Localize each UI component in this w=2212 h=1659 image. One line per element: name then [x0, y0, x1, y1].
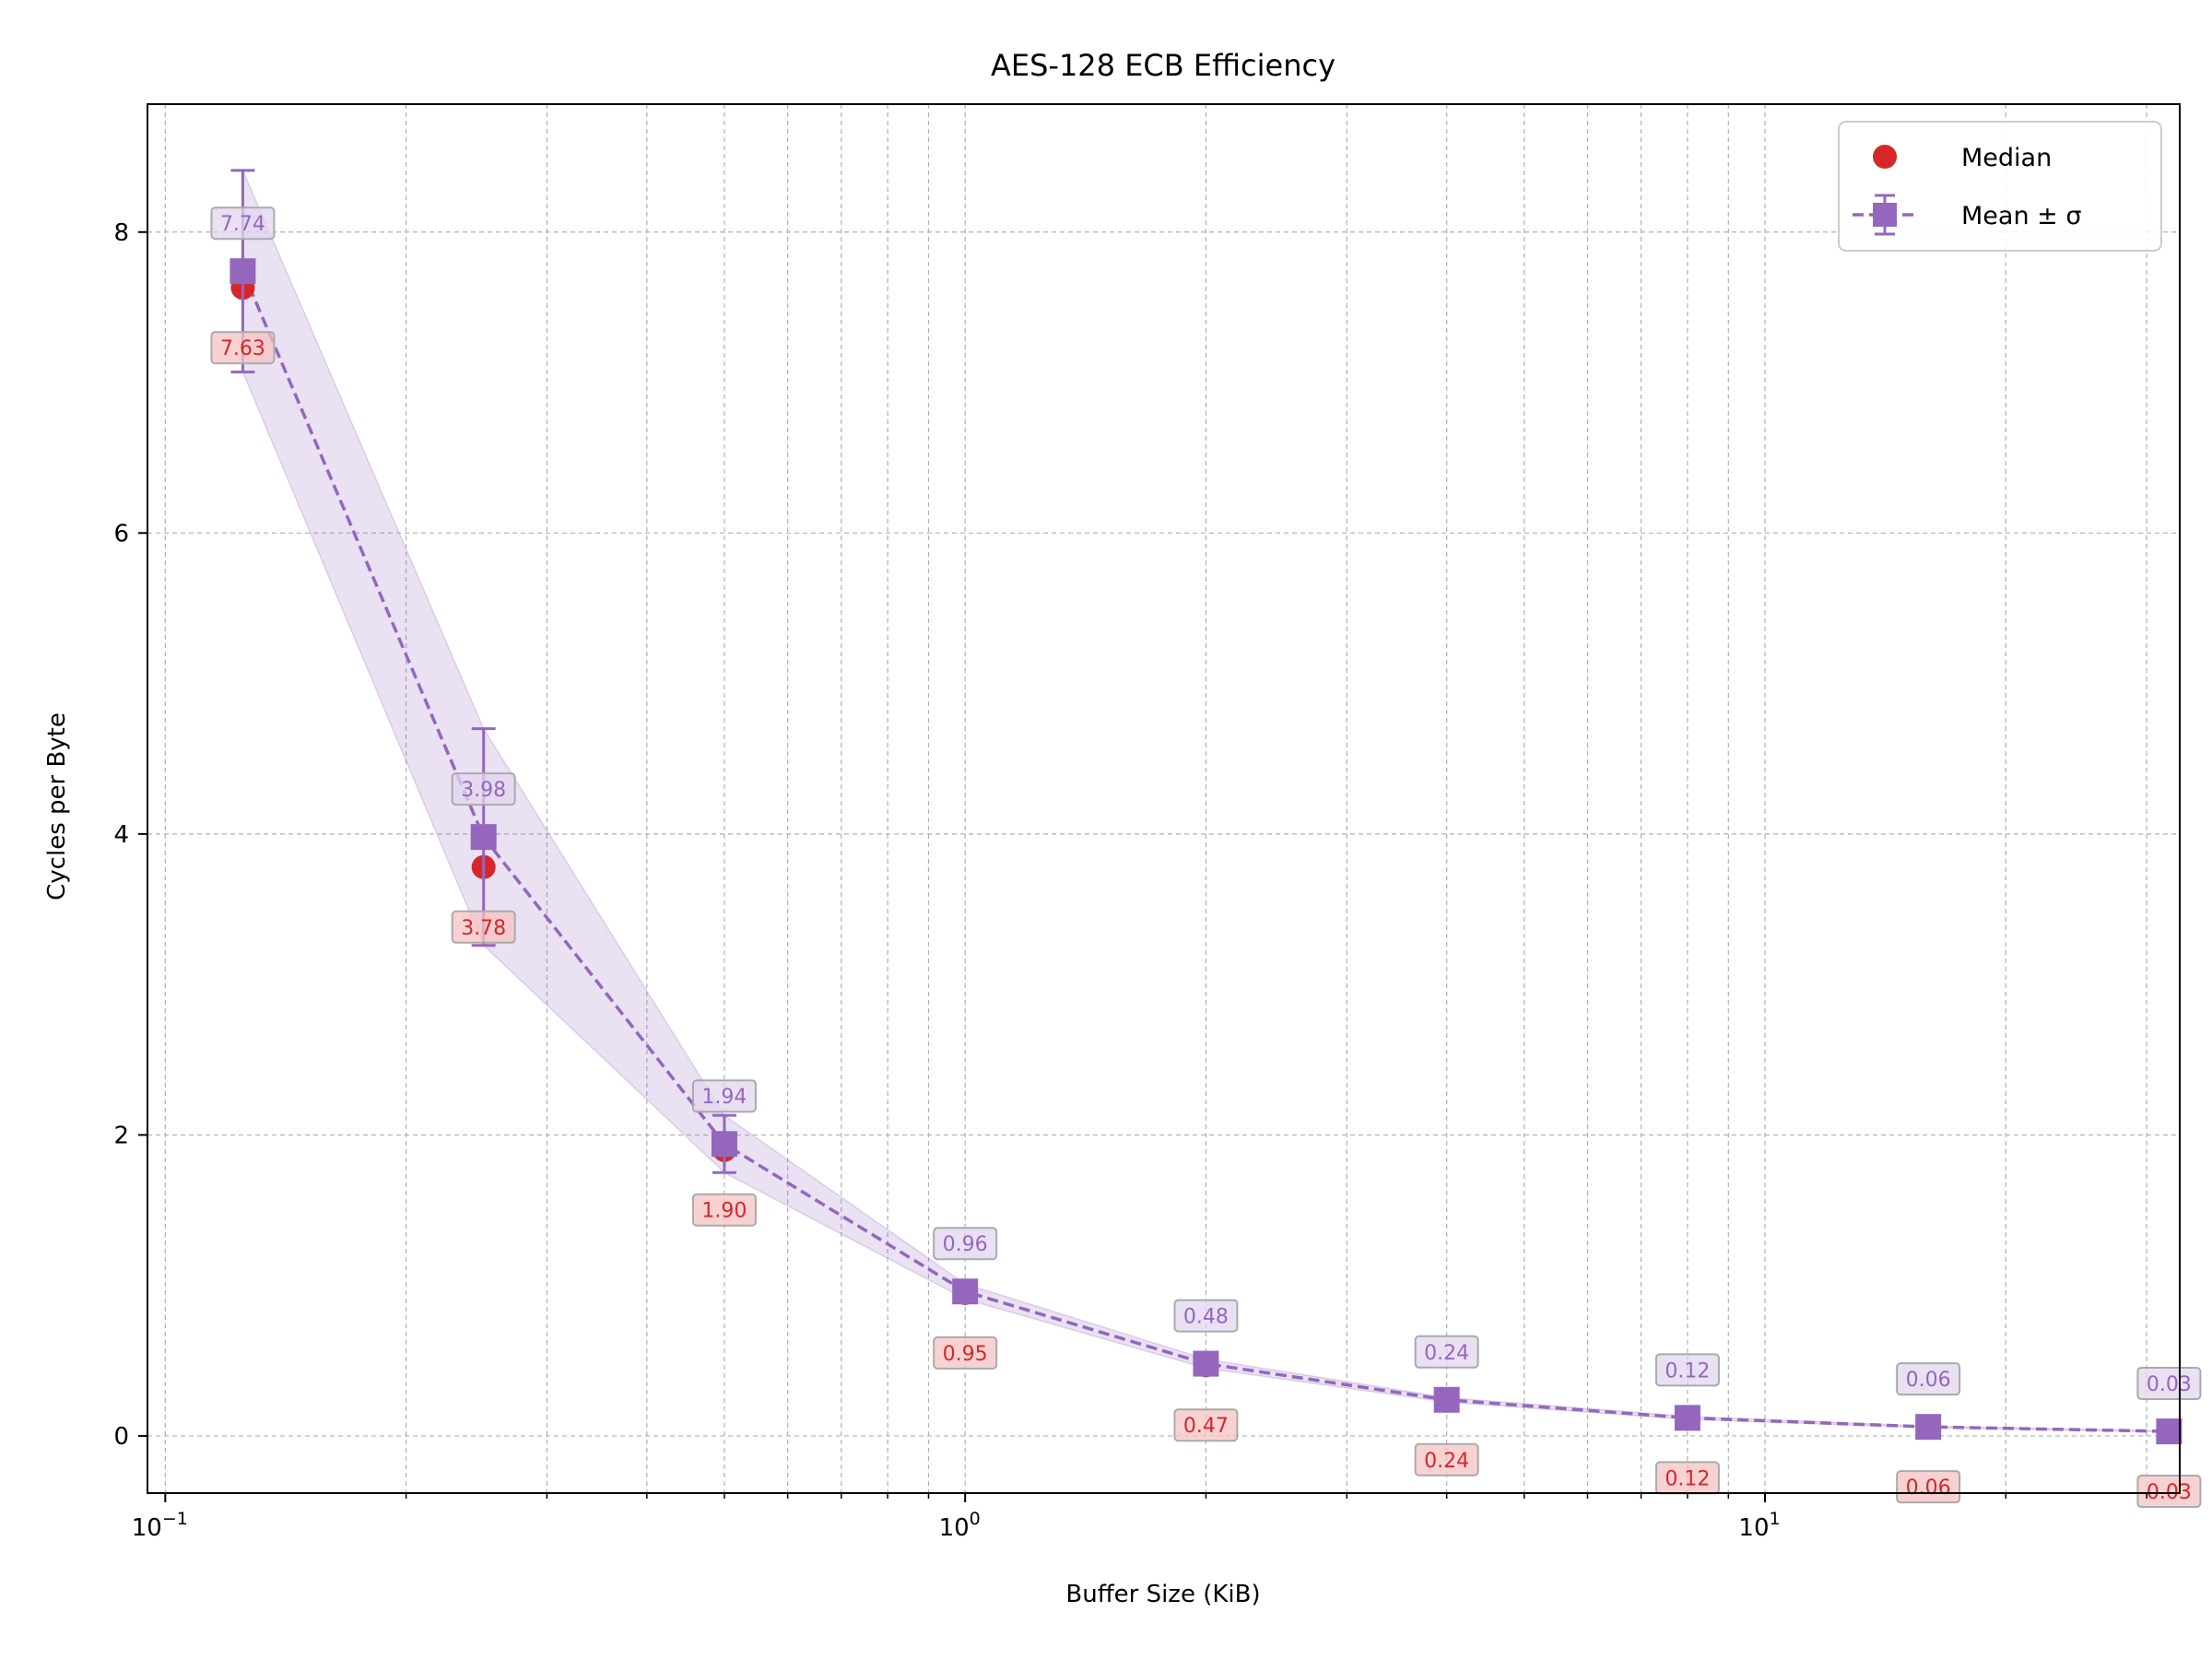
x-tick-label: 100 — [939, 1509, 981, 1542]
mean-point — [1915, 1414, 1942, 1441]
legend-box — [1838, 121, 2162, 252]
x-tick-label: 101 — [1738, 1509, 1780, 1542]
mean-data-label-box — [1414, 1335, 1479, 1369]
plot-frame — [147, 103, 2181, 1494]
mean-data-label-box — [1654, 1353, 1720, 1387]
median-data-label-box — [691, 1193, 757, 1227]
y-tick-label: 0 — [113, 1423, 129, 1451]
mean-data-label-box — [691, 1079, 757, 1113]
legend: Median Mean ± σ — [1838, 121, 2162, 252]
mean-data-label: 0.48 — [1183, 1306, 1229, 1329]
median-data-label-box — [1414, 1442, 1479, 1477]
mean-data-label: 1.94 — [701, 1086, 747, 1109]
legend-median-label: Median — [1961, 144, 2052, 172]
mean-data-label: 0.03 — [2147, 1373, 2192, 1396]
mean-data-label-box — [933, 1227, 998, 1261]
median-data-label: 0.95 — [943, 1343, 988, 1366]
median-data-label: 0.47 — [1183, 1415, 1229, 1438]
y-axis-label: Cycles per Byte — [43, 712, 71, 900]
mean-point — [2156, 1418, 2183, 1445]
mean-data-label-box — [1896, 1362, 1961, 1396]
median-data-label-box — [451, 910, 516, 944]
mean-data-label: 7.74 — [220, 213, 265, 236]
median-data-label-box — [933, 1335, 998, 1370]
mean-data-label-box — [210, 206, 276, 241]
median-data-label: 1.90 — [701, 1200, 747, 1223]
mean-point — [1193, 1350, 1219, 1377]
legend-median-marker — [1873, 145, 1897, 169]
mean-data-label: 0.96 — [943, 1233, 988, 1256]
mean-point — [1674, 1405, 1700, 1431]
series-layer — [229, 169, 2183, 1445]
median-data-label-box — [210, 331, 276, 365]
y-tick-label: 8 — [113, 219, 129, 247]
legend-mean-marker — [1873, 203, 1897, 227]
tick-layer: 10−1 100 101 0 2 4 6 8 — [113, 219, 2147, 1542]
mean-data-label: 0.24 — [1424, 1342, 1469, 1365]
median-data-label: 7.63 — [220, 337, 265, 360]
median-data-label-box — [1173, 1408, 1239, 1442]
median-data-label: 0.24 — [1424, 1450, 1469, 1473]
mean-point — [470, 824, 497, 851]
mean-data-label-box — [2136, 1367, 2202, 1401]
mean-point — [229, 258, 256, 285]
mean-point — [1433, 1386, 1460, 1413]
y-tick-label: 4 — [113, 821, 129, 849]
median-data-label: 0.06 — [1906, 1477, 1951, 1500]
mean-point — [711, 1131, 737, 1158]
mean-data-label: 0.06 — [1906, 1369, 1951, 1392]
y-tick-label: 2 — [113, 1122, 129, 1149]
chart-title: AES-128 ECB Efficiency — [991, 48, 1335, 83]
y-tick-label: 6 — [113, 520, 129, 547]
mean-data-label-box — [1173, 1299, 1239, 1333]
data-label-layer: 7.74 7.63 3.98 3.78 1.94 1.90 0.96 0.95 0.48 0.47… — [210, 206, 2202, 1509]
mean-data-label: 3.98 — [461, 779, 506, 802]
mean-data-label-box — [451, 772, 516, 806]
legend-mean-label: Mean ± σ — [1961, 202, 2081, 230]
median-data-label: 3.78 — [461, 917, 506, 940]
mean-data-label: 0.12 — [1665, 1359, 1710, 1382]
median-data-label-box — [2136, 1475, 2202, 1509]
mean-point — [952, 1278, 979, 1305]
x-tick-label: 10−1 — [132, 1509, 188, 1542]
median-data-label-box — [1896, 1470, 1961, 1504]
x-axis-label: Buffer Size (KiB) — [1065, 1581, 1260, 1608]
median-data-label: 0.12 — [1665, 1467, 1710, 1490]
